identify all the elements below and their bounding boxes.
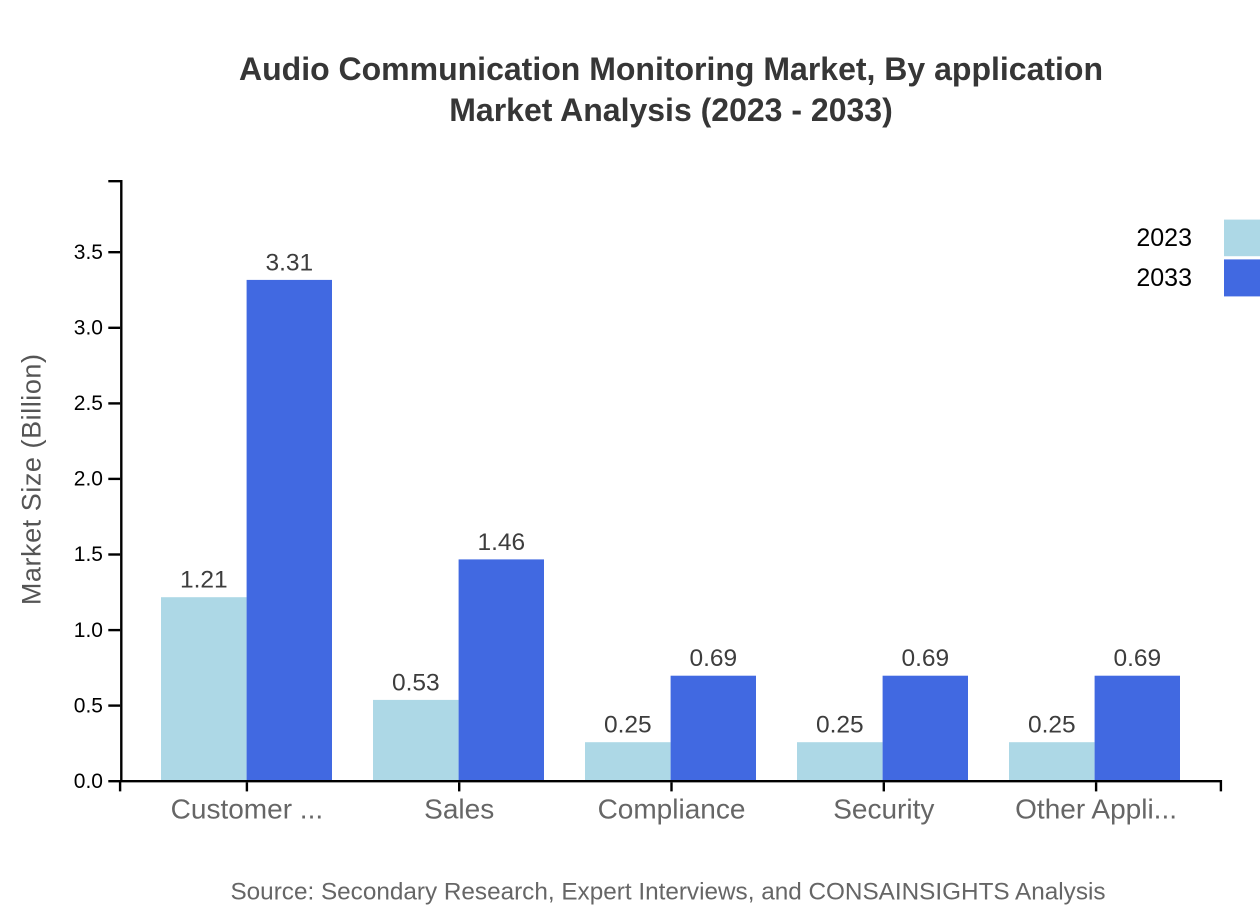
- svg-text:0.5: 0.5: [74, 694, 103, 717]
- svg-text:0.0: 0.0: [74, 770, 103, 793]
- svg-text:Audio Communication Monitoring: Audio Communication Monitoring Market, B…: [239, 51, 1103, 87]
- svg-text:0.25: 0.25: [1028, 712, 1076, 739]
- svg-text:0.25: 0.25: [604, 712, 652, 739]
- svg-text:Market Size (Billion): Market Size (Billion): [16, 353, 46, 605]
- svg-text:Market Analysis (2023 - 2033): Market Analysis (2023 - 2033): [449, 92, 893, 128]
- svg-text:Source: Secondary Research, Ex: Source: Secondary Research, Expert Inter…: [230, 879, 1105, 906]
- svg-text:2023: 2023: [1136, 224, 1192, 252]
- svg-text:Compliance: Compliance: [598, 794, 746, 825]
- svg-text:3.5: 3.5: [74, 241, 103, 264]
- svg-text:2033: 2033: [1136, 264, 1192, 292]
- svg-text:1.0: 1.0: [74, 619, 103, 642]
- svg-text:0.69: 0.69: [901, 645, 949, 672]
- svg-text:0.69: 0.69: [1113, 645, 1161, 672]
- svg-text:Security: Security: [833, 794, 934, 825]
- svg-text:Customer ...: Customer ...: [171, 794, 323, 825]
- svg-text:Other Appli...: Other Appli...: [1015, 794, 1177, 825]
- svg-text:1.21: 1.21: [180, 567, 228, 594]
- svg-text:1.5: 1.5: [74, 543, 103, 566]
- svg-text:0.69: 0.69: [689, 645, 737, 672]
- svg-text:2.5: 2.5: [74, 392, 103, 415]
- svg-text:1.46: 1.46: [477, 529, 525, 556]
- svg-text:2.0: 2.0: [74, 468, 103, 491]
- svg-text:0.25: 0.25: [816, 712, 864, 739]
- svg-text:0.53: 0.53: [392, 669, 440, 696]
- svg-text:3.31: 3.31: [265, 249, 313, 276]
- svg-text:3.0: 3.0: [74, 317, 103, 340]
- svg-text:Sales: Sales: [424, 794, 494, 825]
